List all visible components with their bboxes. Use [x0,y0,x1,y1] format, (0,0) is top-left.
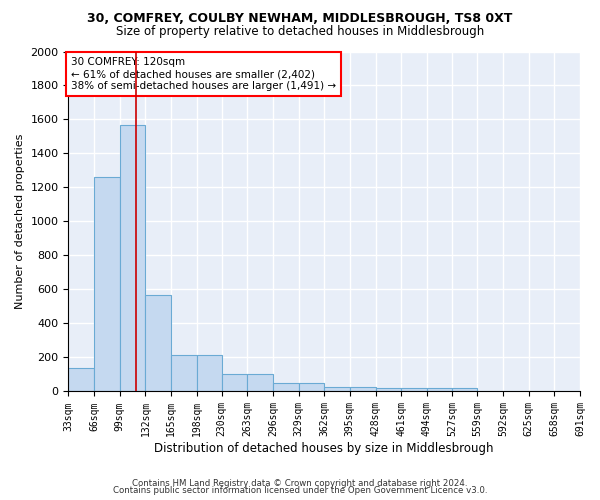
Bar [171,355,197,392]
Bar [376,388,401,392]
Bar [197,355,221,392]
X-axis label: Distribution of detached houses by size in Middlesbrough: Distribution of detached houses by size … [154,442,494,455]
Bar [401,388,427,392]
Bar [68,368,94,392]
Bar [94,178,120,392]
Y-axis label: Number of detached properties: Number of detached properties [15,134,25,309]
Bar [247,374,273,392]
Bar [299,383,324,392]
Bar [221,374,247,392]
Bar [273,383,299,392]
Text: 30 COMFREY: 120sqm
← 61% of detached houses are smaller (2,402)
38% of semi-deta: 30 COMFREY: 120sqm ← 61% of detached hou… [71,58,336,90]
Bar [145,294,171,392]
Bar [427,388,452,392]
Bar [120,124,145,392]
Bar [452,388,478,392]
Bar [350,387,376,392]
Text: Contains public sector information licensed under the Open Government Licence v3: Contains public sector information licen… [113,486,487,495]
Text: Size of property relative to detached houses in Middlesbrough: Size of property relative to detached ho… [116,25,484,38]
Text: 30, COMFREY, COULBY NEWHAM, MIDDLESBROUGH, TS8 0XT: 30, COMFREY, COULBY NEWHAM, MIDDLESBROUG… [88,12,512,26]
Text: Contains HM Land Registry data © Crown copyright and database right 2024.: Contains HM Land Registry data © Crown c… [132,478,468,488]
Bar [324,387,350,392]
